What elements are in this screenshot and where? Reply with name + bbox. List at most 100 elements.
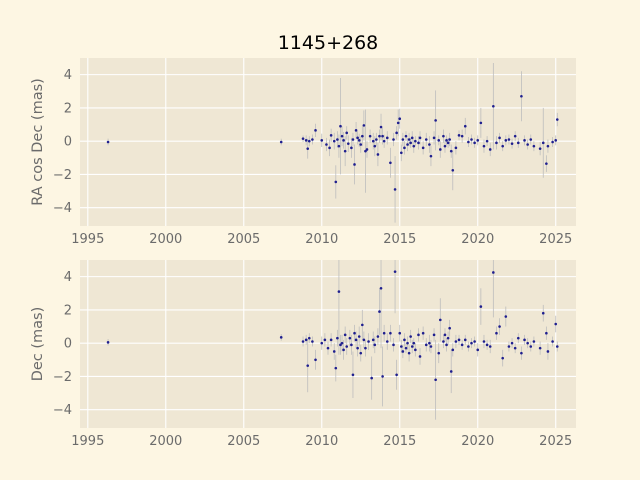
data-point xyxy=(551,340,554,343)
data-point xyxy=(279,336,283,339)
data-point xyxy=(301,340,305,343)
data-point xyxy=(368,134,372,138)
data-point xyxy=(555,345,559,348)
data-point xyxy=(340,341,344,345)
data-point xyxy=(407,138,411,141)
data-point xyxy=(346,142,350,145)
data-point xyxy=(443,144,447,148)
data-point xyxy=(362,124,366,127)
data-point xyxy=(526,341,529,345)
data-point xyxy=(407,351,411,355)
data-point xyxy=(498,325,501,328)
data-point xyxy=(392,138,395,141)
data-point xyxy=(417,141,420,145)
y-tick-label: 2 xyxy=(64,303,72,318)
x-tick-label: 1995 xyxy=(71,434,104,449)
data-point xyxy=(307,336,311,340)
data-point xyxy=(356,346,359,350)
data-point xyxy=(353,331,356,335)
data-point xyxy=(365,148,369,151)
data-point xyxy=(381,375,384,378)
data-point xyxy=(457,338,461,342)
data-point xyxy=(417,333,420,337)
data-point xyxy=(443,333,447,337)
x-tick-label: 2015 xyxy=(383,434,416,449)
data-point xyxy=(551,140,554,144)
data-point xyxy=(482,144,486,148)
data-point xyxy=(529,138,533,141)
data-point xyxy=(340,134,344,138)
data-point xyxy=(343,333,347,337)
data-point xyxy=(393,188,397,191)
data-point xyxy=(342,139,345,142)
data-point xyxy=(555,118,559,121)
data-point xyxy=(381,134,384,138)
data-point xyxy=(364,149,367,153)
data-point xyxy=(424,343,428,347)
data-point xyxy=(364,346,367,350)
data-point xyxy=(510,341,514,345)
data-point xyxy=(362,338,366,342)
data-point xyxy=(389,161,392,165)
data-point xyxy=(473,340,476,343)
data-point xyxy=(410,136,414,140)
y-tick-label: 4 xyxy=(64,68,72,83)
data-point xyxy=(401,350,405,353)
data-point xyxy=(353,163,356,166)
data-point xyxy=(460,134,464,138)
y-tick-label: 4 xyxy=(64,270,72,285)
bottom-panel-dec: 1995 2000 2005 2010 2015 2020 2025 −4 −2 0 2 4 Dec … xyxy=(30,260,576,449)
data-point xyxy=(392,343,395,347)
data-point xyxy=(342,348,345,352)
data-point xyxy=(482,340,486,343)
data-point xyxy=(379,125,383,129)
data-point xyxy=(371,139,375,143)
x-tick-label: 2015 xyxy=(383,232,416,247)
data-point xyxy=(376,335,380,338)
data-point xyxy=(495,331,498,335)
data-point xyxy=(520,351,523,355)
data-point xyxy=(488,345,492,348)
data-point xyxy=(401,138,405,141)
data-point xyxy=(351,138,355,141)
data-point xyxy=(498,136,501,140)
data-point xyxy=(373,144,377,148)
data-point xyxy=(376,153,380,156)
data-point xyxy=(320,341,324,345)
data-point xyxy=(351,373,355,377)
data-point xyxy=(507,345,511,348)
data-point xyxy=(334,366,338,370)
data-point xyxy=(406,341,409,345)
data-point xyxy=(325,143,328,146)
data-point xyxy=(378,310,381,313)
top-panel-ticks: 1995 2000 2005 2010 2015 2020 2025 −4 −2 0 2 4 xyxy=(53,68,572,247)
data-point xyxy=(523,338,526,342)
data-point xyxy=(516,336,520,340)
data-point xyxy=(395,131,398,135)
data-point xyxy=(404,134,408,138)
data-point xyxy=(434,378,437,382)
data-point xyxy=(337,144,341,148)
data-point xyxy=(339,343,342,347)
data-point xyxy=(389,331,392,335)
data-point xyxy=(336,138,339,141)
x-tick-label: 2005 xyxy=(227,232,260,247)
data-point xyxy=(428,143,431,146)
data-point xyxy=(467,140,470,144)
data-point xyxy=(439,148,442,151)
data-point xyxy=(532,144,536,148)
data-point xyxy=(470,341,473,345)
data-point xyxy=(403,146,406,150)
data-point xyxy=(451,348,455,352)
data-point xyxy=(403,338,406,342)
y-tick-label: 2 xyxy=(64,101,72,116)
x-tick-label: 2020 xyxy=(461,434,494,449)
data-point xyxy=(492,104,495,108)
data-point xyxy=(345,131,349,135)
data-point xyxy=(304,139,308,142)
data-point xyxy=(398,117,402,121)
data-point xyxy=(395,373,398,377)
data-point xyxy=(406,143,409,146)
data-point xyxy=(538,346,542,350)
